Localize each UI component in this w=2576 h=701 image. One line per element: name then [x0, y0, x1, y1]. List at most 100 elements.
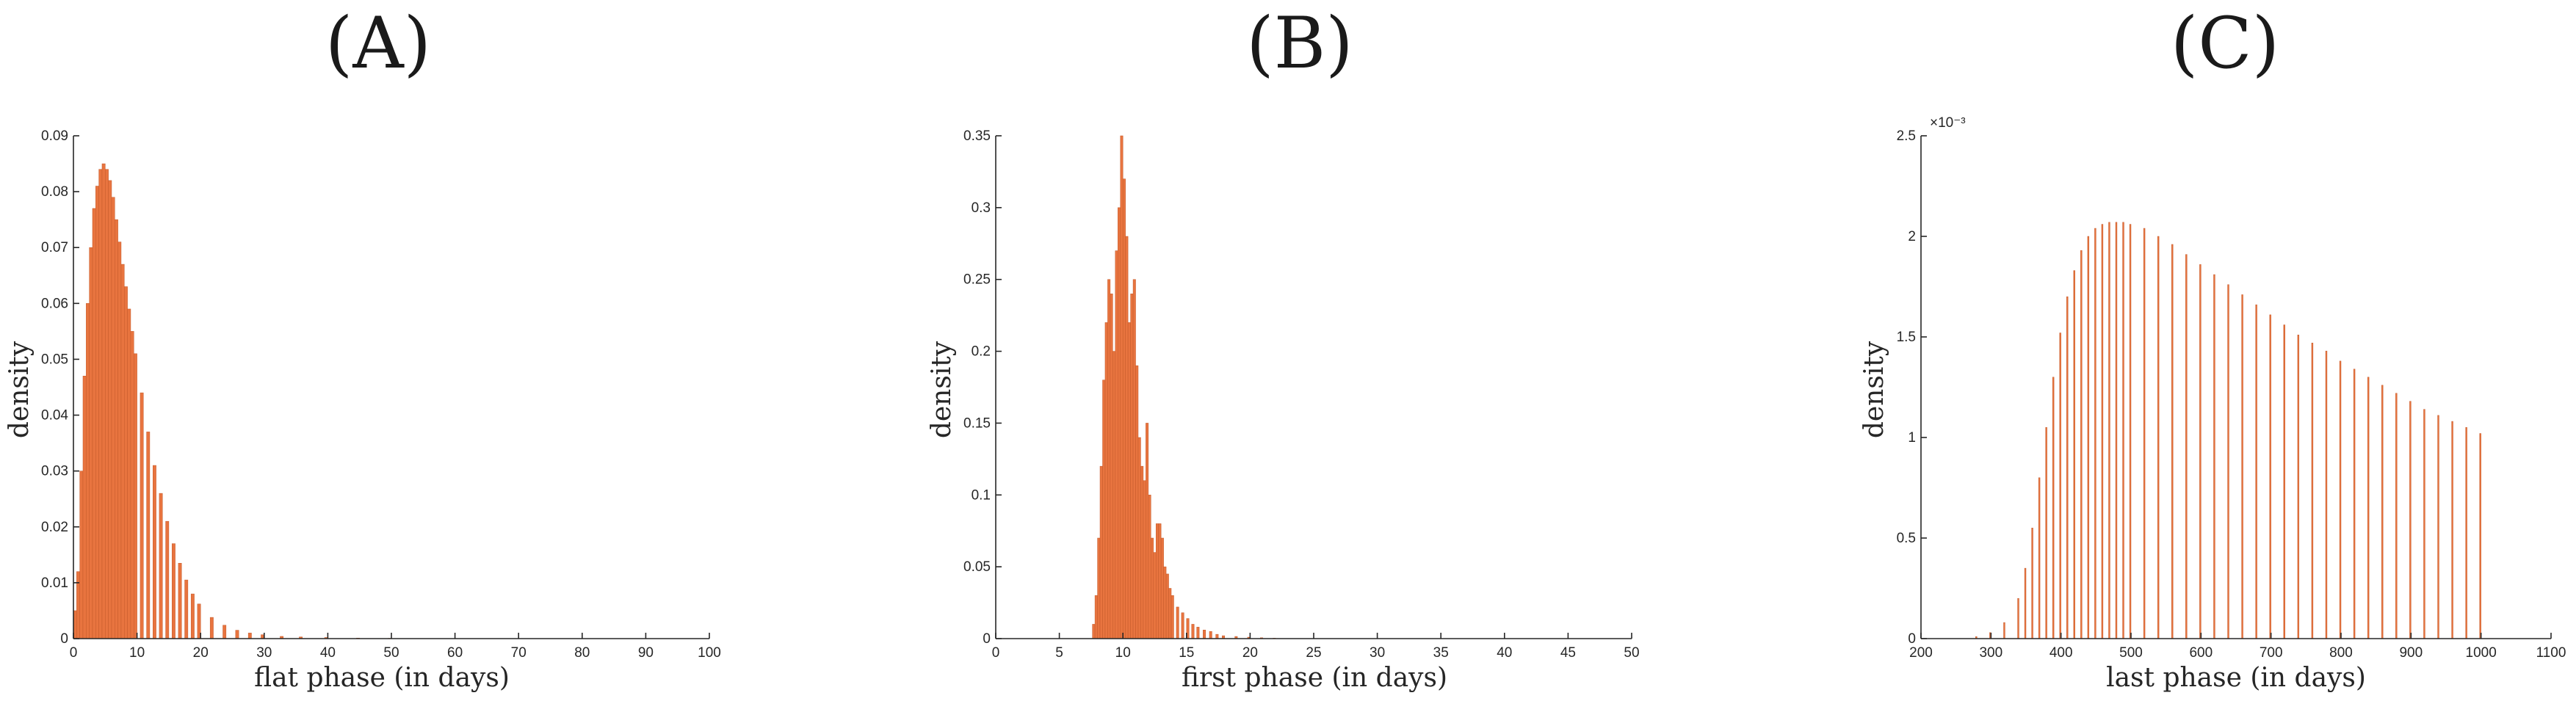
- panel-b-bar: [1107, 279, 1111, 639]
- panel-b-bar: [1153, 552, 1157, 639]
- panel-c-bar: [2157, 236, 2160, 639]
- panel-a-x-tick-label: 10: [129, 645, 145, 661]
- panel-c-bar: [2185, 254, 2188, 639]
- panel-c-x-tick-label: 800: [2329, 645, 2353, 661]
- panel-c-bar: [2108, 222, 2110, 639]
- panel-a-x-tick-label: 40: [320, 645, 336, 661]
- panel-a-bar: [79, 471, 84, 639]
- panel-b-x-tick-label: 35: [1433, 645, 1449, 661]
- panel-c-bar: [2073, 270, 2075, 639]
- panel-c-bar: [2017, 598, 2019, 639]
- panel-b-bar: [1122, 178, 1126, 639]
- panel-b-y-tick-label: 0.15: [963, 415, 991, 431]
- panel-a-bar: [235, 630, 239, 639]
- panel-c-bar: [2255, 304, 2257, 639]
- panel-c-x-tick-label: 1100: [2536, 645, 2566, 661]
- panel-b-bar: [1143, 480, 1146, 639]
- panel-a-bar: [86, 303, 90, 639]
- panel-b-bar: [1165, 573, 1169, 639]
- panel-c-x-tick-label: 400: [2049, 645, 2073, 661]
- panel-a-bar: [117, 241, 122, 639]
- panel-c-bar: [2325, 350, 2328, 639]
- panel-b-bar: [1191, 624, 1195, 639]
- panel-c-bar: [2297, 335, 2300, 639]
- panel-c-bar: [2038, 477, 2041, 639]
- panel-a-y-tick-label: 0.01: [41, 575, 68, 591]
- panel-a-x-tick-label: 20: [193, 645, 209, 661]
- panel-a-ylabel: density: [4, 341, 35, 438]
- panel-b-y-tick-label: 0.35: [963, 128, 991, 144]
- panel-c-bar: [2367, 377, 2370, 639]
- panel-a-bar: [120, 264, 125, 639]
- panel-b-bar: [1209, 631, 1212, 639]
- panel-b-ylabel: density: [927, 341, 957, 438]
- panel-b-x-tick-label: 0: [992, 645, 1000, 661]
- panel-b-bar: [1176, 606, 1179, 639]
- panel-b-bars: [1092, 135, 1276, 639]
- panel-a-y-tick-label: 0.07: [41, 240, 68, 255]
- panel-b-bar: [1155, 523, 1159, 639]
- panel-a-bar: [159, 493, 163, 639]
- panel-a-y-tick-label: 0.03: [41, 464, 68, 479]
- panel-a-y-tick-label: 0.09: [41, 128, 68, 144]
- panel-c-bar: [2395, 393, 2398, 639]
- panel-b-bar: [1127, 322, 1131, 639]
- panel-c-y-tick-label: 1: [1908, 430, 1916, 446]
- panel-c-bar: [2024, 567, 2027, 639]
- panel-c-bar: [2199, 264, 2201, 639]
- panel-c-bar: [2031, 528, 2033, 639]
- panel-b-x-tick-label: 30: [1370, 645, 1385, 661]
- panel-c-bar: [2423, 409, 2425, 639]
- panel-b-x-tick-label: 5: [1055, 645, 1063, 661]
- panel-a-x-tick-label: 30: [256, 645, 272, 661]
- panel-b-bar: [1151, 537, 1154, 639]
- panel-b-bar: [1118, 207, 1121, 639]
- panel-a-x-tick-label: 70: [511, 645, 527, 661]
- panel-b-bar: [1132, 279, 1136, 639]
- panel-a-bar: [190, 593, 195, 639]
- panel-b-bar: [1102, 379, 1106, 639]
- panel-b-bar: [1181, 612, 1184, 639]
- panel-b-x-tick-label: 45: [1560, 645, 1576, 661]
- panel-c-bar: [2311, 342, 2314, 639]
- panel-c-bar: [2094, 228, 2096, 639]
- panel-c-bars: [1975, 222, 2481, 639]
- panel-b-y-tick-label: 0.05: [963, 559, 991, 575]
- panel-b-y-tick-label: 0.1: [972, 487, 991, 503]
- panel-a-bar: [134, 353, 137, 639]
- panel-c: (C) last phase (in days) density ×10⁻³ 2…: [1859, 2, 2566, 693]
- panel-a-x-tick-label: 90: [638, 645, 654, 661]
- panel-b-bar: [1135, 365, 1139, 639]
- panel-b-y-tick-label: 0.25: [963, 272, 991, 288]
- panel-a-bar: [130, 331, 134, 639]
- panel-b-bar: [1115, 250, 1118, 639]
- panel-a-bar: [127, 308, 131, 639]
- panel-a-bar: [98, 169, 103, 639]
- panel-a-bar: [247, 633, 252, 639]
- panel-b-bar: [1171, 595, 1174, 639]
- panel-a-x-tick-label: 100: [698, 645, 721, 661]
- panel-b-bar: [1137, 437, 1141, 639]
- panel-a-bar: [76, 571, 80, 639]
- panel-c-ylabel: density: [1859, 341, 1889, 438]
- panel-c-bar: [2269, 314, 2271, 639]
- panel-c-bar: [2059, 333, 2061, 639]
- panel-b-y-tick-label: 0.3: [972, 200, 991, 216]
- panel-c-bar: [2171, 244, 2174, 639]
- panel-c-bar: [2381, 385, 2384, 639]
- panel-a-bar: [115, 219, 118, 639]
- panel-b-xlabel: first phase (in days): [1182, 663, 1447, 693]
- panel-c-bar: [2003, 622, 2005, 639]
- panel-a-bar: [140, 392, 144, 639]
- panel-c-bar: [2122, 222, 2124, 639]
- panel-a-x-tick-label: 60: [447, 645, 463, 661]
- panel-b-x-tick-label: 40: [1497, 645, 1512, 661]
- panel-c-xlabel: last phase (in days): [2106, 663, 2366, 693]
- panel-b-y-tick-label: 0.2: [972, 344, 991, 360]
- panel-a-bar: [171, 543, 176, 639]
- panel-c-bar: [2465, 427, 2467, 639]
- panel-a-bar: [124, 286, 128, 639]
- panel-b-x-tick-label: 15: [1179, 645, 1194, 661]
- panel-c-x-tick-label: 300: [1979, 645, 2002, 661]
